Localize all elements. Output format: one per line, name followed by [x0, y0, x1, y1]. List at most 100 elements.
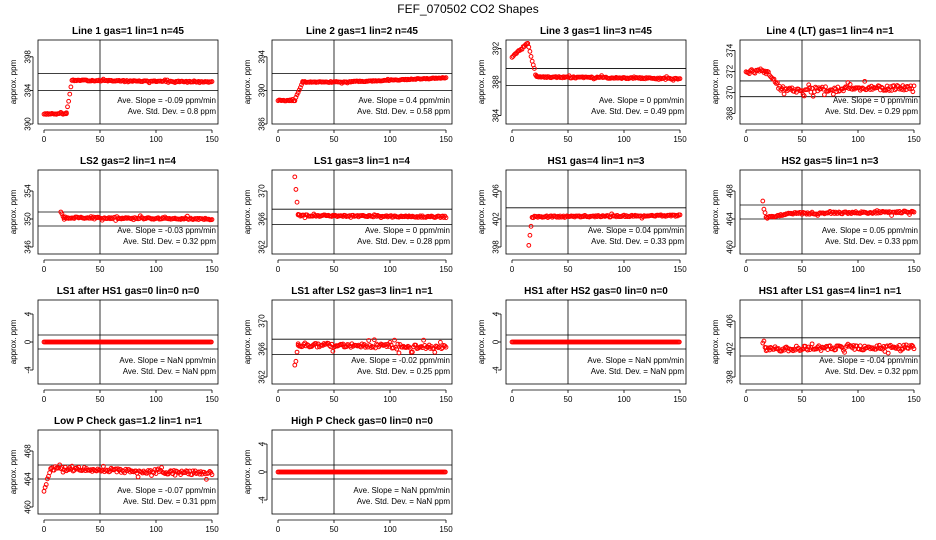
- y-tick-label: 386: [258, 117, 267, 131]
- data-point: [823, 84, 828, 90]
- panel-2: Line 2 gas=1 lin=2 n=45 approx. ppm Ave. S…: [243, 26, 453, 144]
- panel-title: Line 4 (LT) gas=1 lin=4 n=1: [766, 26, 894, 37]
- data-point: [410, 349, 415, 355]
- x-tick-label: 0: [510, 135, 515, 144]
- y-tick-label: 394: [24, 83, 33, 97]
- x-tick-label: 100: [851, 135, 865, 144]
- y-tick-label: 370: [258, 314, 267, 328]
- data-point: [911, 346, 917, 352]
- y-tick-label: 0: [492, 339, 501, 344]
- panel-10: LS1 after LS2 gas=3 lin=1 n=1 approx. ppm…: [243, 286, 453, 404]
- data-point: [174, 469, 180, 475]
- x-tick-label: 50: [330, 525, 339, 534]
- x-tick-label: 50: [330, 395, 339, 404]
- panel-title: LS1 gas=3 lin=1 n=4: [314, 156, 410, 167]
- data-point: [910, 89, 916, 95]
- x-tick-label: 0: [510, 265, 515, 274]
- x-tick-label: 100: [149, 395, 163, 404]
- data-point: [204, 476, 209, 482]
- y-axis-label: approx. ppm: [243, 59, 252, 104]
- y-tick-label: 4: [492, 311, 501, 316]
- data-point: [822, 92, 827, 98]
- data-point: [65, 104, 70, 110]
- y-tick-label: -4: [492, 366, 501, 374]
- panel-title: HS2 gas=5 lin=1 n=3: [782, 156, 879, 167]
- data-point: [443, 215, 449, 221]
- data-point: [370, 344, 376, 350]
- plot-frame: [37, 39, 219, 125]
- y-axis-label: approx. ppm: [243, 189, 252, 234]
- data-point: [159, 465, 165, 470]
- y-tick-label: 374: [726, 43, 735, 57]
- y-tick-label: -4: [258, 496, 267, 504]
- stat-line-1: Ave. Slope = 0.04 ppm/min: [588, 226, 684, 235]
- data-point: [842, 85, 847, 91]
- panel-title: HS1 gas=4 lin=1 n=3: [548, 156, 645, 167]
- data-point: [885, 350, 891, 356]
- x-tick-label: 50: [330, 265, 339, 274]
- panels-container: Line 1 gas=1 lin=1 n=45 approx. ppm Ave. S…: [9, 26, 921, 534]
- panel-14: High P Check gas=0 lin=0 n=0 approx. ppm A…: [243, 416, 453, 534]
- data-point: [527, 49, 533, 54]
- x-tick-label: 100: [383, 135, 397, 144]
- data-point: [394, 346, 400, 352]
- data-point: [781, 347, 787, 353]
- data-point: [885, 210, 891, 216]
- plot-frame: [739, 39, 921, 125]
- stat-line-1: Ave. Slope = NaN ppm/min: [587, 356, 684, 365]
- x-tick-label: 150: [907, 135, 921, 144]
- data-point: [74, 465, 79, 471]
- x-tick-label: 100: [383, 395, 397, 404]
- data-point: [392, 337, 397, 343]
- x-tick-label: 0: [276, 135, 281, 144]
- stat-line-1: Ave. Slope = 0 ppm/min: [599, 96, 684, 105]
- x-tick-label: 0: [42, 525, 47, 534]
- y-tick-label: 0: [258, 469, 267, 474]
- panel-12: HS1 after LS1 gas=4 lin=1 n=1 approx. ppm…: [711, 286, 921, 404]
- panel-6: LS1 gas=3 lin=1 n=4 approx. ppm Ave. Slope…: [243, 156, 453, 274]
- stat-line-1: Ave. Slope = 0 ppm/min: [833, 96, 918, 105]
- data-point: [371, 337, 377, 343]
- data-point: [526, 242, 532, 248]
- x-tick-label: 50: [798, 265, 807, 274]
- data-point: [209, 217, 215, 222]
- y-tick-label: 468: [726, 184, 735, 198]
- x-tick-label: 100: [851, 265, 865, 274]
- x-tick-label: 150: [205, 525, 219, 534]
- data-points: [41, 76, 215, 117]
- y-axis-label: approx. ppm: [9, 449, 18, 494]
- data-point: [145, 468, 151, 473]
- y-tick-label: 346: [24, 240, 33, 254]
- x-tick-label: 150: [439, 395, 453, 404]
- x-tick-label: 150: [673, 265, 687, 274]
- data-point: [69, 463, 75, 469]
- data-point: [311, 342, 317, 347]
- plot-frame: [505, 169, 687, 255]
- data-point: [781, 91, 787, 97]
- data-point: [830, 91, 836, 97]
- panel-1: Line 1 gas=1 lin=1 n=45 approx. ppm Ave. S…: [9, 26, 219, 144]
- y-tick-label: 460: [726, 240, 735, 254]
- figure-title: FEF_070502 CO2 Shapes: [397, 2, 538, 16]
- x-tick-label: 150: [205, 265, 219, 274]
- data-points: [509, 339, 682, 345]
- data-points: [760, 338, 917, 356]
- plot-frame: [271, 39, 453, 125]
- stat-line-2: Ave. Std. Dev. = 0.8 ppm: [128, 107, 217, 116]
- data-point: [443, 75, 449, 81]
- data-point: [68, 84, 74, 90]
- y-tick-label: 368: [726, 106, 735, 120]
- x-tick-label: 100: [149, 525, 163, 534]
- y-tick-label: 370: [726, 85, 735, 99]
- data-point: [209, 79, 215, 84]
- data-point: [806, 82, 812, 88]
- y-tick-label: 4: [258, 441, 267, 446]
- data-point: [442, 469, 448, 475]
- data-point: [207, 469, 213, 474]
- stat-line-1: Ave. Slope = NaN ppm/min: [353, 486, 450, 495]
- y-tick-label: 406: [726, 314, 735, 328]
- data-point: [100, 463, 106, 469]
- data-point: [67, 91, 73, 97]
- data-point: [528, 54, 534, 59]
- y-tick-label: 384: [492, 108, 501, 122]
